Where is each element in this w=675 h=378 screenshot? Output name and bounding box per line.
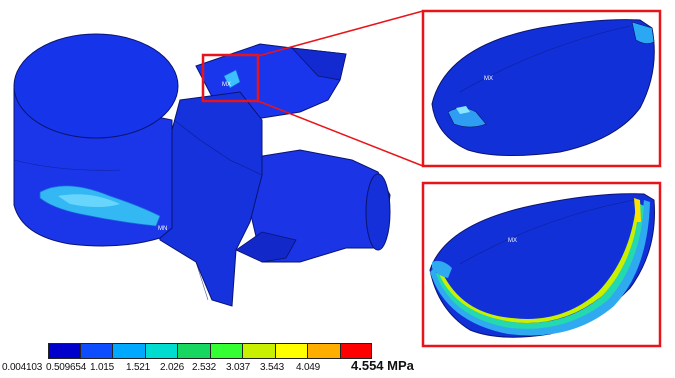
callout-line-bottom <box>257 100 424 167</box>
legend-tick-5: 2.026 <box>160 362 185 373</box>
marker-mx-zoom-bottom: MX <box>508 238 517 244</box>
marker-mn-main: MN <box>158 226 167 232</box>
vertebral-body-top <box>13 33 179 139</box>
marker-mx-zoom-top: MX <box>484 76 493 82</box>
legend-tick-1: 0.004103 <box>2 362 43 373</box>
vertebra-model: MX MN <box>13 33 391 307</box>
legend-unit-label: 4.554 MPa <box>351 358 414 373</box>
legend-tick-4: 1.521 <box>126 362 151 373</box>
legend-swatch-7 <box>243 343 276 359</box>
legend-swatch-10 <box>340 343 372 359</box>
legend-swatch-3 <box>113 343 146 359</box>
legend-tick-2: 0.509654 <box>46 362 87 373</box>
callout-line-top <box>257 10 424 57</box>
legend-swatch-1 <box>48 343 81 359</box>
legend-tick-7: 3.037 <box>226 362 251 373</box>
legend-max-value: 4.554 <box>351 358 384 373</box>
legend-tick-9: 4.049 <box>296 362 321 373</box>
legend-swatch-4 <box>145 343 178 359</box>
legend-tick-8: 3.543 <box>260 362 285 373</box>
zoom-panel-bottom: MX <box>421 181 662 348</box>
legend-tick-3: 1.015 <box>90 362 115 373</box>
legend-swatch-9 <box>308 343 341 359</box>
legend-unit: MPa <box>387 358 414 373</box>
legend-swatch-8 <box>275 343 308 359</box>
color-legend <box>48 343 372 359</box>
legend-tick-6: 2.532 <box>192 362 217 373</box>
marker-mx-main: MX <box>222 82 231 88</box>
legend-swatch-5 <box>178 343 211 359</box>
callout-box-small <box>201 53 260 103</box>
zoom-panel-top: MX <box>421 9 662 168</box>
legend-swatch-6 <box>210 343 243 359</box>
legend-swatch-2 <box>80 343 113 359</box>
